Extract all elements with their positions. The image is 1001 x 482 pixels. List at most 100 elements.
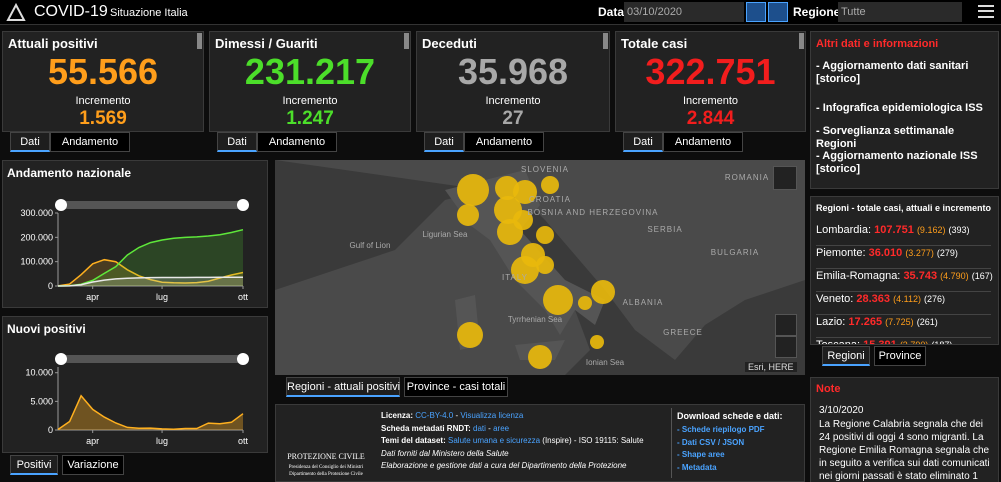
regions-title: Regioni - totale casi, attuali e increme… — [816, 203, 992, 213]
info-line: Dati forniti dal Ministero della Salute — [381, 448, 666, 461]
y-tick-label: 0 — [48, 281, 53, 291]
card-tab[interactable]: Dati — [623, 132, 663, 152]
region-current: (7.725) — [885, 317, 914, 327]
map-bubble — [536, 256, 554, 274]
card-value: 231.217 — [244, 51, 376, 92]
map-legend-button[interactable] — [773, 166, 797, 190]
increment-value: 27 — [502, 108, 524, 129]
map-bubble — [590, 335, 604, 349]
regions-tab[interactable]: Province — [874, 346, 926, 366]
region-increment: (393) — [948, 225, 970, 235]
map-label: ALBANIA — [623, 298, 664, 307]
logo-box: PROTEZIONE CIVILE Presidenza del Consigli… — [281, 408, 371, 480]
download-link[interactable]: - Dati CSV / JSON — [677, 437, 745, 447]
info-link[interactable]: - Sorveglianza settimanale Regioni — [816, 125, 955, 150]
chart-svg: 0 5.000 10.000 apr lug ott — [25, 353, 249, 446]
map-bubble — [536, 226, 554, 244]
x-tick-label: apr — [86, 292, 99, 302]
slider-handle — [55, 199, 67, 211]
zoom-out[interactable] — [775, 336, 797, 358]
download-title: Download schede e dati: — [677, 411, 783, 421]
map-label: Ionian Sea — [586, 358, 625, 367]
info-line: Scheda metadati RNDT: dati - aree — [381, 423, 666, 436]
map-label: Tyrrhenian Sea — [508, 315, 563, 324]
map-bubble — [513, 180, 537, 204]
y-tick-label: 5.000 — [30, 396, 53, 406]
date-input[interactable]: 03/10/2020 — [624, 2, 744, 22]
scrollbar — [799, 33, 804, 49]
region-name: Toscana: — [816, 339, 861, 345]
region-total: 107.751 — [874, 224, 914, 236]
card-tab[interactable]: Andamento — [663, 132, 743, 152]
x-tick-label: lug — [156, 436, 168, 446]
region-total: 15.391 — [863, 339, 897, 345]
text: (Inspire) - ISO 19115: Salute — [542, 436, 644, 445]
region-current: (4.112) — [893, 294, 921, 304]
zoom-in[interactable] — [775, 314, 797, 336]
card-tab[interactable]: Andamento — [50, 132, 130, 152]
link[interactable]: Salute umana e sicurezza — [448, 436, 541, 445]
info-link[interactable]: - Aggiornamento dati sanitari [storico] — [816, 60, 969, 85]
region-current: (4.790) — [940, 271, 969, 281]
divider — [671, 408, 672, 478]
region-total: 28.363 — [856, 293, 891, 305]
card-tab[interactable]: Andamento — [464, 132, 544, 152]
increment-value: 1.247 — [286, 108, 334, 129]
x-tick-label: ott — [238, 436, 249, 446]
link[interactable]: CC-BY-4.0 — [415, 411, 454, 420]
map-tab[interactable]: Province - casi totali — [404, 377, 508, 397]
chart-tab[interactable]: Positivi — [10, 455, 58, 475]
land — [275, 160, 805, 375]
map-bubble — [528, 345, 552, 369]
series-area-fill — [58, 277, 243, 286]
card-tab[interactable]: Dati — [10, 132, 50, 152]
links-panel: Altri dati e informazioni - Aggiornamento… — [810, 31, 999, 189]
download-link[interactable]: - Metadata — [677, 462, 717, 472]
card-value: 55.566 — [47, 51, 159, 92]
link[interactable]: dati — [473, 423, 486, 433]
calendar-button[interactable] — [746, 2, 766, 22]
region-total: 36.010 — [868, 247, 903, 259]
increment-label: Incremento — [485, 95, 541, 107]
region-label: Regione — [793, 5, 841, 19]
card-tab[interactable]: Dati — [424, 132, 464, 152]
map-label: SLOVENIA — [521, 165, 569, 174]
link[interactable]: Visualizza licenza — [460, 411, 524, 420]
download-link[interactable]: - Schede riepilogo PDF — [677, 425, 765, 434]
regions-tab[interactable]: Regioni — [822, 346, 870, 366]
app-subtitle: Situazione Italia — [110, 7, 188, 19]
card-tab[interactable]: Dati — [217, 132, 257, 152]
menu-button[interactable] — [978, 5, 994, 18]
link[interactable]: aree — [493, 423, 510, 433]
download-link[interactable]: - Shape aree — [677, 450, 725, 459]
map-bubble — [495, 176, 519, 200]
info-link[interactable]: - Aggiornamento nazionale ISS [storico] — [816, 150, 978, 175]
x-tick-label: lug — [156, 292, 168, 302]
region-current: (3.277) — [905, 248, 934, 258]
time-button[interactable] — [768, 2, 788, 22]
y-tick-label: 100.000 — [20, 257, 53, 267]
header-bar: COVID-19 Situazione Italia Data 03/10/2020 R… — [0, 0, 1001, 25]
region-row: Veneto: 28.363 (4.112) (276) — [816, 293, 991, 315]
region-increment: (187) — [931, 340, 953, 345]
increment-value: 2.844 — [686, 108, 735, 129]
y-tick-label: 200.000 — [20, 232, 53, 242]
card-title: Totale casi — [621, 36, 688, 51]
series-line — [57, 394, 244, 431]
notes-panel: Note 3/10/2020 La Regione Calabria segnala… — [810, 377, 999, 482]
region-name: Piemonte: — [816, 247, 866, 259]
scrollbar — [404, 33, 409, 49]
map-tab[interactable]: Regioni - attuali positivi — [286, 377, 400, 397]
chart-tab[interactable]: Variazione — [62, 455, 124, 475]
y-tick-label: 300.000 — [20, 208, 53, 218]
chart-title: Andamento nazionale — [7, 166, 132, 180]
info-link[interactable]: - Infografica epidemiologica ISS — [816, 102, 983, 114]
increment-label: Incremento — [282, 95, 338, 107]
region-select[interactable]: Tutte — [838, 2, 962, 22]
range-slider — [58, 201, 243, 209]
card-tab[interactable]: Andamento — [257, 132, 337, 152]
map-bubble — [543, 285, 573, 315]
stat-card: Dimessi / Guariti 231.217 Incremento 1.247 — [209, 31, 411, 132]
map-label: Ligurian Sea — [423, 230, 468, 239]
